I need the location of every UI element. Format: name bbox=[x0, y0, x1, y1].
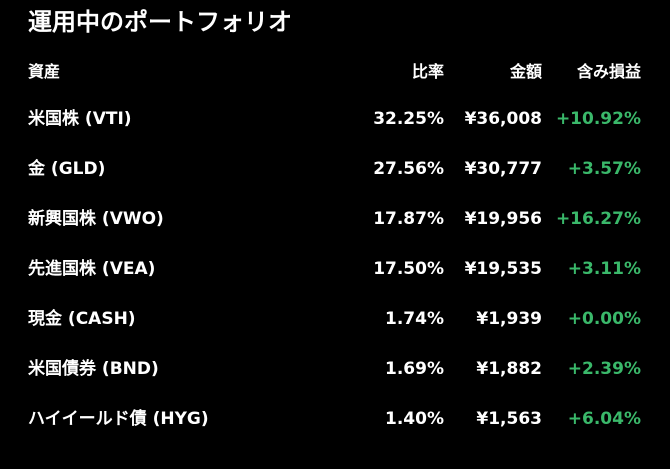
portfolio-table: 資産 比率 金額 含み損益 米国株 (VTI) 32.25% ¥36,008 +… bbox=[0, 52, 670, 449]
asset-gain: +16.27% bbox=[555, 209, 641, 229]
asset-amount: ¥36,008 bbox=[464, 109, 542, 129]
asset-amount: ¥19,956 bbox=[464, 209, 542, 229]
asset-name: 先進国株 (VEA) bbox=[28, 259, 156, 279]
asset-name: 金 (GLD) bbox=[28, 159, 106, 179]
column-header-gain: 含み損益 bbox=[576, 62, 641, 81]
table-row[interactable]: 新興国株 (VWO) 17.87% ¥19,956 +16.27% bbox=[0, 199, 670, 249]
asset-amount: ¥1,563 bbox=[476, 409, 542, 429]
asset-gain: +3.57% bbox=[567, 159, 641, 179]
asset-gain: +6.04% bbox=[567, 409, 641, 429]
asset-gain: +3.11% bbox=[567, 259, 641, 279]
asset-ratio: 17.87% bbox=[373, 209, 444, 229]
asset-name: 新興国株 (VWO) bbox=[28, 209, 164, 229]
table-row[interactable]: 米国債券 (BND) 1.69% ¥1,882 +2.39% bbox=[0, 349, 670, 399]
asset-ratio: 27.56% bbox=[373, 159, 444, 179]
page-title: 運用中のポートフォリオ bbox=[28, 8, 292, 36]
asset-amount: ¥1,882 bbox=[476, 359, 542, 379]
asset-gain: +0.00% bbox=[567, 309, 641, 329]
asset-ratio: 32.25% bbox=[373, 109, 444, 129]
table-row[interactable]: 先進国株 (VEA) 17.50% ¥19,535 +3.11% bbox=[0, 249, 670, 299]
asset-gain: +10.92% bbox=[555, 109, 641, 129]
asset-ratio: 1.74% bbox=[385, 309, 444, 329]
asset-amount: ¥19,535 bbox=[464, 259, 542, 279]
table-row[interactable]: 現金 (CASH) 1.74% ¥1,939 +0.00% bbox=[0, 299, 670, 349]
asset-amount: ¥1,939 bbox=[476, 309, 542, 329]
table-header: 資産 比率 金額 含み損益 bbox=[0, 52, 670, 99]
table-row[interactable]: 米国株 (VTI) 32.25% ¥36,008 +10.92% bbox=[0, 99, 670, 149]
asset-name: ハイイールド債 (HYG) bbox=[28, 409, 209, 429]
table-row[interactable]: ハイイールド債 (HYG) 1.40% ¥1,563 +6.04% bbox=[0, 399, 670, 449]
asset-ratio: 1.40% bbox=[385, 409, 444, 429]
column-header-asset: 資産 bbox=[28, 62, 61, 81]
table-row[interactable]: 金 (GLD) 27.56% ¥30,777 +3.57% bbox=[0, 149, 670, 199]
column-header-amount: 金額 bbox=[509, 62, 542, 81]
asset-gain: +2.39% bbox=[567, 359, 641, 379]
asset-ratio: 17.50% bbox=[373, 259, 444, 279]
column-header-ratio: 比率 bbox=[411, 62, 444, 81]
asset-amount: ¥30,777 bbox=[464, 159, 542, 179]
asset-name: 米国株 (VTI) bbox=[28, 109, 132, 129]
asset-ratio: 1.69% bbox=[385, 359, 444, 379]
asset-name: 米国債券 (BND) bbox=[28, 359, 159, 379]
asset-name: 現金 (CASH) bbox=[28, 309, 136, 329]
